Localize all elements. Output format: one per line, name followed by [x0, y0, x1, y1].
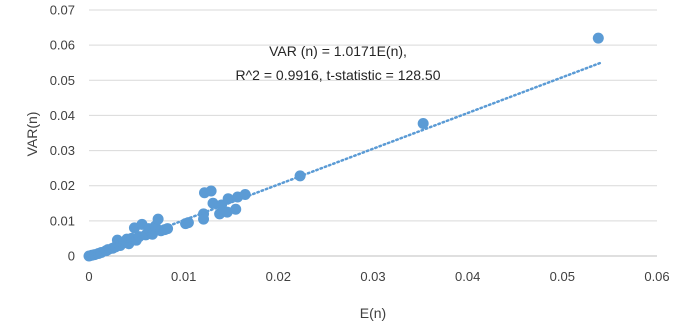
- gridlines: [89, 9, 657, 222]
- y-tick-label: 0.05: [50, 73, 75, 88]
- y-tick-label: 0.02: [50, 178, 75, 193]
- equation-annotation-line1: VAR (n) = 1.0171E(n),: [269, 43, 407, 59]
- x-tick-label: 0.05: [550, 269, 575, 284]
- data-point: [222, 193, 234, 205]
- y-tick-label: 0.03: [50, 143, 75, 158]
- x-tick-label: 0.01: [171, 269, 196, 284]
- x-tick-labels: 0 0.01 0.02 0.03 0.04 0.05 0.06: [85, 269, 669, 284]
- x-axis-title: E(n): [360, 305, 386, 321]
- trendline: [87, 61, 602, 258]
- y-tick-label: 0.06: [50, 38, 75, 53]
- x-tick-label: 0.04: [455, 269, 480, 284]
- x-tick-label: 0.06: [644, 269, 669, 284]
- y-tick-labels: 0 0.01 0.02 0.03 0.04 0.05 0.06 0.07: [50, 3, 75, 264]
- data-point: [592, 32, 604, 44]
- x-tick-label: 0.02: [266, 269, 291, 284]
- equation-annotation-line2: R^2 = 0.9916, t-statistic = 128.50: [235, 67, 440, 83]
- y-tick-label: 0.07: [50, 3, 75, 18]
- data-point: [207, 197, 219, 209]
- data-point: [205, 185, 217, 197]
- data-point: [417, 118, 429, 130]
- x-tick-label: 0: [85, 269, 92, 284]
- y-tick-label: 0: [68, 249, 75, 264]
- y-tick-label: 0.01: [50, 213, 75, 228]
- data-point: [152, 213, 164, 225]
- data-point: [221, 206, 233, 218]
- y-axis-title: VAR(n): [24, 112, 40, 157]
- data-point: [230, 203, 242, 215]
- x-tick-label: 0.03: [360, 269, 385, 284]
- y-tick-label: 0.04: [50, 108, 75, 123]
